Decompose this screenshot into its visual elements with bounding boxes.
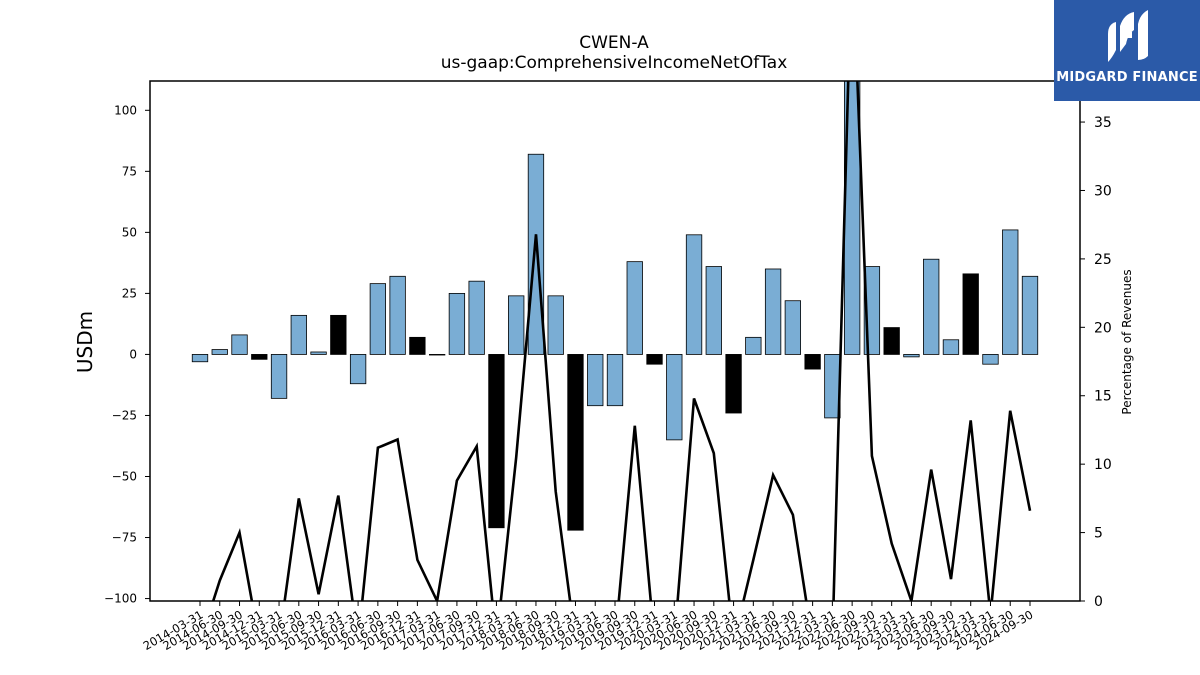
bar-2023-12-31 xyxy=(962,273,979,355)
bar-2018-03-31 xyxy=(508,295,525,355)
bar-2020-09-30 xyxy=(705,266,722,355)
y2-tick-label: 20 xyxy=(1094,320,1112,336)
bar-2015-03-31 xyxy=(270,354,288,399)
line-series xyxy=(211,81,1032,601)
y2-axis-label: Percentage of Revenues xyxy=(1120,269,1134,414)
bar-2018-09-30 xyxy=(547,295,564,355)
bar-2020-06-30 xyxy=(685,234,703,355)
midgard-finance-logo: MIDGARD FINANCE xyxy=(1054,0,1200,101)
bar-2023-06-30 xyxy=(923,258,940,355)
y-tick-label: 75 xyxy=(122,164,137,178)
bar-2019-09-30 xyxy=(626,261,643,355)
x-axis: 2014-03-312014-06-302014-09-302014-12-31… xyxy=(141,601,1036,653)
y2-tick-label: 10 xyxy=(1094,457,1112,473)
bar-2014-12-31 xyxy=(251,354,268,360)
y2-tick-label: 5 xyxy=(1094,526,1103,542)
y-tick-label: −25 xyxy=(112,408,137,422)
bar-2015-12-31 xyxy=(330,314,347,355)
percentage-of-revenues-line xyxy=(211,81,1032,601)
bar-2016-12-31 xyxy=(409,336,426,355)
bar-2018-06-30 xyxy=(527,153,545,355)
bar-2021-12-31 xyxy=(804,354,821,370)
bar-2017-09-30 xyxy=(468,280,485,355)
bar-2021-03-31 xyxy=(745,336,762,355)
bar-2018-12-31 xyxy=(567,354,584,531)
logo-text: MIDGARD FINANCE xyxy=(1056,70,1198,85)
y-tick-label: −100 xyxy=(104,592,137,606)
bar-2017-03-31 xyxy=(428,354,446,356)
bar-2024-09-30 xyxy=(1021,275,1039,355)
bar-2023-03-31 xyxy=(903,354,920,358)
midgard-logo-icon xyxy=(1108,10,1148,62)
y-axis-label: USDm xyxy=(73,311,97,373)
bar-2019-12-31 xyxy=(646,354,663,365)
y-tick-label: 50 xyxy=(122,225,137,239)
bar-2021-06-30 xyxy=(764,268,782,355)
y-tick-label: 100 xyxy=(114,103,137,117)
y2-tick-label: 25 xyxy=(1094,252,1112,268)
bar-2021-09-30 xyxy=(784,300,802,355)
chart-subtitle: us-gaap:ComprehensiveIncomeNetOfTax xyxy=(441,53,788,73)
bar-series xyxy=(191,80,1039,531)
y-tick-label: 25 xyxy=(122,286,137,300)
y2-tick-label: 0 xyxy=(1094,594,1103,610)
bar-2014-06-30 xyxy=(211,349,228,355)
y2-tick-label: 15 xyxy=(1094,389,1112,405)
bar-2024-03-31 xyxy=(982,354,999,365)
bar-2014-09-30 xyxy=(231,334,248,355)
bar-2014-03-31 xyxy=(191,354,209,363)
bar-2024-06-30 xyxy=(1002,229,1019,355)
bar-2022-12-31 xyxy=(883,327,900,355)
bar-2016-09-30 xyxy=(389,275,406,355)
y-tick-label: −50 xyxy=(112,469,137,483)
y2-tick-label: 35 xyxy=(1094,115,1112,131)
bar-2023-09-30 xyxy=(942,339,960,355)
bar-2015-06-30 xyxy=(290,314,307,355)
y-tick-label: 0 xyxy=(129,347,137,361)
y2-axis: 0 5 10 15 20 25 30 35 xyxy=(1080,115,1112,610)
bar-2015-09-30 xyxy=(310,351,327,355)
bar-2016-06-30 xyxy=(369,283,387,355)
bar-2017-06-30 xyxy=(448,292,466,355)
bar-2017-12-31 xyxy=(488,354,505,529)
y-axis: −100 −75 −50 −25 0 25 50 75 100 xyxy=(104,103,150,606)
bar-2020-12-31 xyxy=(725,354,742,414)
y-tick-label: −75 xyxy=(112,531,137,545)
bar-2019-06-30 xyxy=(606,354,624,407)
chart-title: CWEN-A xyxy=(579,33,649,53)
bar-2016-03-31 xyxy=(349,354,367,385)
bar-2019-03-31 xyxy=(587,354,604,407)
y2-tick-label: 30 xyxy=(1094,183,1112,199)
bar-2020-03-31 xyxy=(666,354,683,441)
